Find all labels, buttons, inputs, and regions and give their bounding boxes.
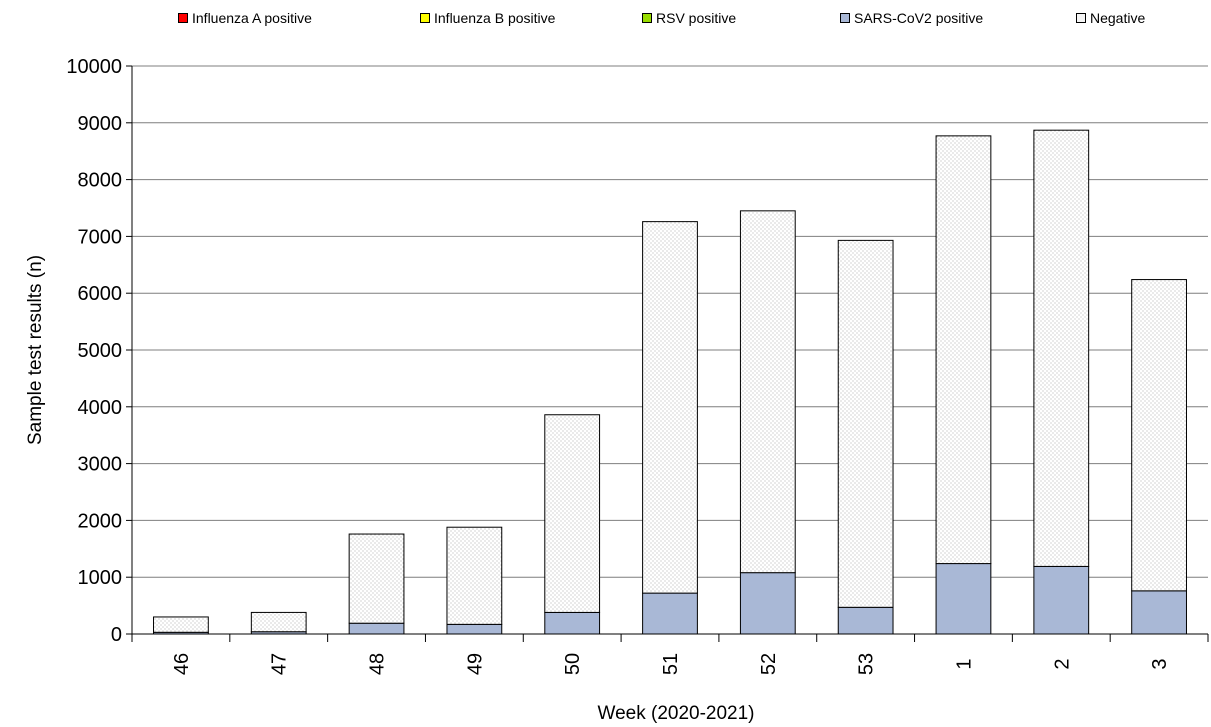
legend-label-rsv: RSV positive (656, 10, 737, 26)
axes (126, 65, 1209, 642)
legend-item-influenza-b: Influenza B positive (420, 10, 555, 26)
legend-item-sars-cov2: SARS-CoV2 positive (840, 10, 983, 26)
bar-segment-4 (837, 239, 894, 608)
bar-segment-4 (642, 221, 698, 594)
y-tick-label: 3000 (78, 454, 123, 476)
bar-segment-3 (1033, 565, 1090, 635)
bar-segment-4 (544, 414, 601, 613)
legend-item-negative: Negative (1076, 10, 1145, 26)
x-tick-label: 3 (1149, 658, 1171, 669)
bar-segment-4 (348, 533, 405, 624)
x-tick-label: 49 (464, 653, 486, 675)
bar-segment-4 (153, 616, 209, 633)
legend: Influenza A positive Influenza B positiv… (0, 6, 1211, 32)
bar-segment-4 (250, 611, 307, 633)
bar-segment-4 (1033, 129, 1090, 567)
x-tick-label: 50 (562, 653, 584, 675)
legend-swatch-sars-cov2 (840, 13, 850, 23)
y-tick-label: 0 (111, 624, 122, 646)
legend-swatch-influenza-a (178, 13, 188, 23)
bar-segment-3 (837, 606, 894, 635)
y-tick-label: 9000 (78, 113, 123, 135)
y-tick-label: 6000 (78, 283, 123, 305)
legend-item-rsv: RSV positive (642, 10, 736, 26)
x-tick-label: 48 (367, 653, 389, 675)
x-tick-label: 2 (1051, 658, 1073, 669)
y-tick-label: 5000 (78, 340, 123, 362)
y-tick-label: 1000 (78, 567, 123, 589)
y-tick-label: 4000 (78, 397, 123, 419)
legend-swatch-negative (1076, 13, 1086, 23)
legend-label-sars-cov2: SARS-CoV2 positive (854, 10, 984, 26)
tick-labels: 0 1000 2000 3000 4000 5000 6000 7000 8000 9000 100… (66, 56, 1171, 675)
y-axis-title: Sample test results (n) (25, 254, 46, 446)
x-tick-label: 52 (758, 653, 780, 675)
bar-segment-4 (1131, 279, 1187, 592)
bar-segment-3 (446, 623, 503, 635)
bar-segment-3 (642, 592, 698, 635)
bar-segment-3 (739, 572, 796, 635)
x-tick-label: 1 (953, 658, 975, 669)
bar-segment-4 (446, 526, 503, 625)
bar-segment-4 (935, 135, 992, 565)
bar-segment-3 (544, 611, 601, 635)
x-tick-label: 46 (171, 653, 193, 675)
legend-label-negative: Negative (1090, 10, 1146, 26)
x-tick-label: 53 (856, 653, 878, 675)
y-tick-label: 2000 (78, 510, 123, 532)
x-tick-label: 51 (660, 653, 682, 675)
bar-segment-4 (739, 210, 796, 574)
y-tick-label: 8000 (78, 170, 123, 192)
bar-segment-3 (348, 622, 405, 635)
legend-label-influenza-b: Influenza B positive (434, 10, 556, 26)
legend-label-influenza-a: Influenza A positive (192, 10, 312, 26)
legend-swatch-rsv (642, 13, 652, 23)
bars (153, 129, 1187, 635)
x-tick-label: 47 (269, 653, 291, 675)
legend-item-influenza-a: Influenza A positive (178, 10, 312, 26)
y-tick-label: 7000 (78, 226, 123, 248)
bar-segment-3 (935, 563, 992, 635)
y-tick-label: 10000 (66, 56, 122, 78)
bar-segment-3 (1131, 590, 1187, 635)
x-axis-title: Week (2020-2021) (597, 703, 755, 724)
legend-swatch-influenza-b (420, 13, 430, 23)
